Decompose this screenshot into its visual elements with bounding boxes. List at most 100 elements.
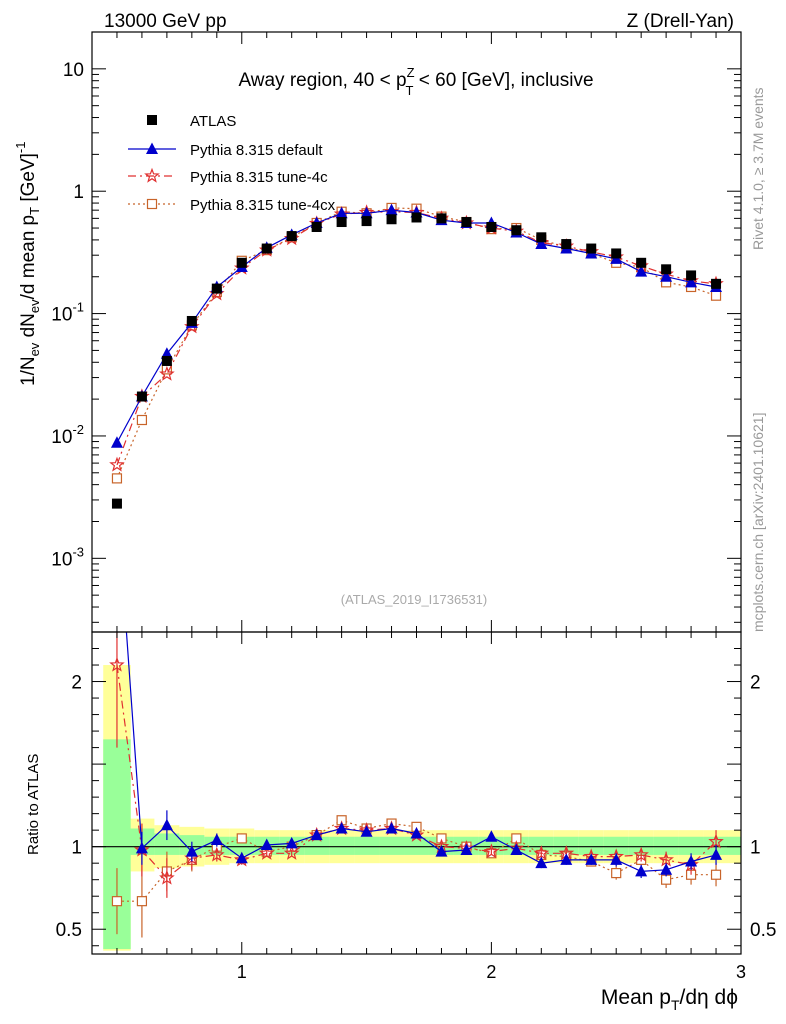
- ratio-point-pythia-8-315-default: [360, 825, 373, 837]
- legend-label-atlas: ATLAS: [190, 113, 236, 130]
- ratio-point-pythia-8-315-default: [185, 845, 198, 857]
- point-atlas: [561, 239, 572, 250]
- ratio-point-pythia-8-315-default: [635, 864, 648, 877]
- ratio-point-pythia-8-315-tune-4c: [258, 845, 275, 860]
- x-tick-label: 1: [237, 962, 247, 982]
- ratio-point-pythia-8-315-default: [410, 826, 423, 839]
- point-atlas: [311, 221, 322, 232]
- ratio-point-pythia-8-315-tune-4c: [483, 843, 500, 859]
- point-atlas: [161, 355, 172, 366]
- main-panel-series: [109, 202, 724, 509]
- point-atlas: [211, 283, 222, 294]
- ratio-point-pythia-8-315-default: [285, 836, 298, 849]
- series-line-pythia-8-315-tune-4cx: [116, 207, 717, 479]
- ratio-point-pythia-8-315-tune-4cx: [236, 833, 247, 844]
- point-pythia-8-315-default: [360, 206, 373, 219]
- ratio-point-pythia-8-315-default: [260, 838, 273, 851]
- ratio-y-tick-label: 1: [71, 838, 82, 859]
- point-atlas: [186, 315, 197, 326]
- ratio-uncertainty-bands: [103, 665, 741, 951]
- ratio-point-pythia-8-315-tune-4cx: [661, 874, 672, 885]
- band-inner-19: [578, 836, 604, 855]
- ratio-frame: [91, 631, 742, 955]
- plot-title: Away region, 40 < pZ T < 60 [GeV], inclus…: [238, 65, 593, 98]
- ratio-point-pythia-8-315-default: [685, 855, 698, 867]
- ratio-point-pythia-8-315-default: [135, 841, 148, 854]
- point-pythia-8-315-default: [660, 270, 673, 282]
- point-atlas: [111, 498, 122, 509]
- series-layer: [109, 202, 724, 938]
- ratio-y-tick-label-right: 2: [750, 673, 761, 694]
- band-inner-21: [628, 836, 654, 855]
- ratio-point-pythia-8-315-default: [485, 830, 498, 842]
- point-atlas: [136, 391, 147, 402]
- ratio-point-pythia-8-315-default: [560, 853, 573, 865]
- point-atlas: [711, 278, 722, 289]
- ratio-point-pythia-8-315-tune-4c: [708, 833, 724, 849]
- y-tick-label: 10-2: [51, 422, 84, 448]
- ratio-point-pythia-8-315-tune-4c: [283, 845, 300, 860]
- legend-marker-tune4cx: [146, 198, 158, 210]
- ratio-line-pythia-8-315-default: [125, 632, 717, 873]
- ratio-point-pythia-8-315-default: [460, 843, 473, 855]
- legend-label-default: Pythia 8.315 default: [190, 142, 323, 159]
- ratio-point-pythia-8-315-tune-4cx: [710, 869, 722, 880]
- legend-label-tune4cx: Pythia 8.315 tune-4cx: [190, 197, 336, 214]
- point-pythia-8-315-default: [635, 265, 648, 277]
- point-atlas: [386, 214, 397, 225]
- ratio-point-pythia-8-315-default: [160, 818, 173, 831]
- legend-marker-atlas: [147, 115, 157, 125]
- point-atlas: [611, 248, 622, 259]
- ratio-y-tick-label: 2: [71, 673, 82, 694]
- point-atlas: [636, 257, 647, 268]
- ratio-point-pythia-8-315-tune-4cx: [111, 896, 123, 907]
- legend: ATLAS Pythia 8.315 default Pythia 8.315 …: [128, 113, 336, 214]
- ratio-point-pythia-8-315-tune-4cx: [436, 833, 447, 844]
- ratio-point-pythia-8-315-default: [660, 863, 673, 875]
- point-pythia-8-315-tune-4cx: [136, 414, 148, 426]
- ratio-point-pythia-8-315-tune-4cx: [611, 867, 622, 879]
- ratio-point-pythia-8-315-tune-4c: [658, 851, 674, 867]
- band-inner-5: [229, 836, 255, 855]
- point-pythia-8-315-default: [110, 436, 123, 448]
- point-atlas: [536, 232, 547, 243]
- axes: 1 2 3 10-3 10-2 10-1 1 10 0.5 0.5 1 1 2 2: [51, 31, 776, 982]
- ratio-panel-series: [109, 632, 724, 938]
- point-atlas: [286, 231, 297, 242]
- point-atlas: [411, 212, 422, 223]
- y-tick-label: 10: [63, 60, 84, 81]
- x-tick-label: 3: [736, 962, 746, 982]
- ratio-point-pythia-8-315-default: [435, 845, 448, 857]
- point-atlas: [461, 217, 472, 228]
- ratio-point-pythia-8-315-default: [385, 822, 398, 834]
- mcplots-label: mcplots.cern.ch [arXiv:2401.10621]: [750, 413, 766, 632]
- rivet-label: Rivet 4.1.0, ≥ 3.7M events: [750, 87, 766, 250]
- ratio-point-pythia-8-315-default: [610, 853, 623, 865]
- band-inner-10: [354, 836, 380, 855]
- band-inner-25: [728, 836, 741, 855]
- analysis-id: (ATLAS_2019_I1736531): [341, 592, 487, 607]
- ratio-point-pythia-8-315-default: [310, 828, 323, 841]
- point-atlas: [511, 225, 522, 236]
- band-inner-2: [154, 833, 180, 855]
- legend-label-tune4c: Pythia 8.315 tune-4c: [190, 169, 328, 186]
- x-tick-label: 2: [486, 962, 496, 982]
- band-inner-9: [329, 836, 355, 855]
- point-atlas: [586, 243, 597, 254]
- point-atlas: [361, 216, 372, 227]
- point-atlas: [261, 243, 272, 254]
- ratio-y-tick-label-right: 0.5: [750, 920, 776, 941]
- x-axis-label: Mean pT/dη dϕ: [601, 986, 738, 1013]
- ratio-point-pythia-8-315-default: [585, 853, 598, 865]
- ratio-point-pythia-8-315-default: [710, 848, 723, 860]
- band-inner-22: [653, 836, 679, 855]
- point-atlas: [436, 213, 447, 224]
- ratio-point-pythia-8-315-default: [335, 822, 348, 834]
- legend-marker-default: [146, 142, 158, 154]
- y-tick-label: 10-3: [51, 544, 84, 570]
- point-pythia-8-315-tune-4c: [159, 365, 175, 381]
- point-pythia-8-315-tune-4cx: [111, 473, 123, 484]
- point-pythia-8-315-default: [335, 206, 348, 219]
- series-line-pythia-8-315-tune-4c: [116, 211, 717, 466]
